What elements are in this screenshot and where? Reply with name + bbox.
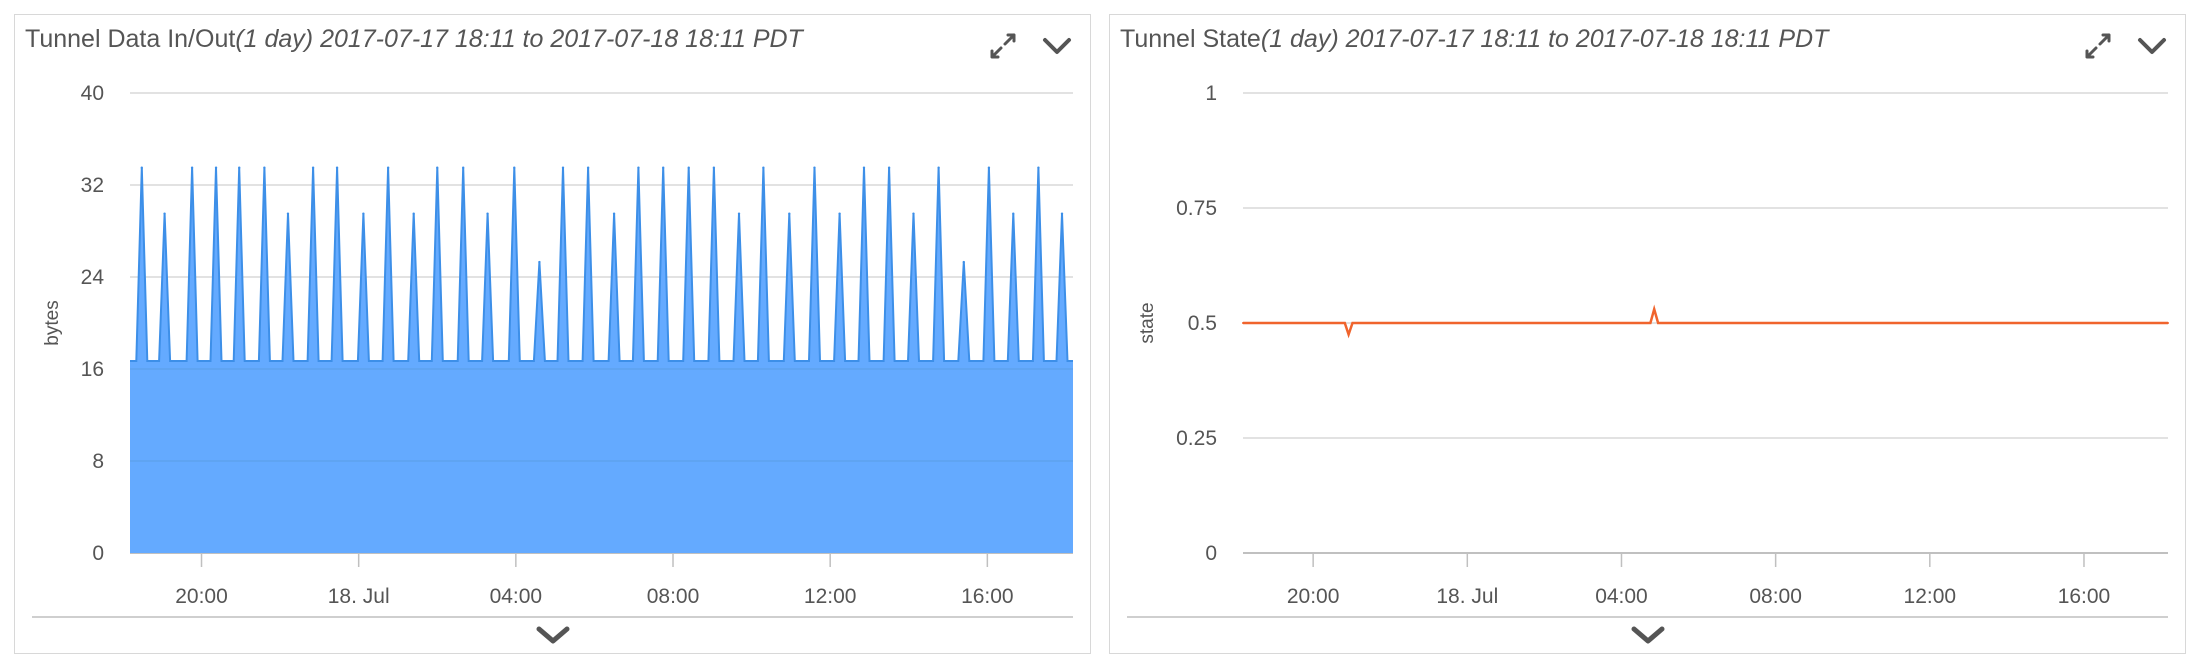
- expand-icon[interactable]: [2081, 29, 2115, 63]
- x-tick-label: 08:00: [1749, 585, 1802, 608]
- data-point: [486, 212, 489, 215]
- data-point: [962, 260, 965, 264]
- data-point: [813, 166, 816, 169]
- line-series: [1243, 304, 2168, 339]
- data-point: [887, 166, 891, 169]
- y-tick-label: 0: [92, 542, 104, 565]
- x-tick-label: 04:00: [490, 585, 543, 608]
- data-point: [1060, 212, 1064, 215]
- chart-panel-tunnel-state: Tunnel State(1 day) 2017-07-17 18:11 to …: [1109, 14, 2186, 654]
- data-point: [238, 166, 241, 169]
- expand-chevron-icon[interactable]: [536, 626, 570, 646]
- data-point: [987, 166, 991, 169]
- y-tick-label: 8: [92, 450, 104, 473]
- data-point: [263, 166, 266, 169]
- y-axis-label: bytes: [42, 300, 63, 345]
- data-point: [586, 166, 590, 169]
- y-tick-label: 0.75: [1176, 197, 1217, 220]
- data-point: [311, 166, 315, 169]
- y-tick-label: 0.25: [1176, 427, 1217, 450]
- data-point: [461, 166, 465, 169]
- data-point: [687, 166, 690, 169]
- x-tick-label: 16:00: [2058, 585, 2111, 608]
- x-tick-label: 08:00: [647, 585, 700, 608]
- panel-title: Tunnel Data In/Out(1 day) 2017-07-17 18:…: [25, 25, 803, 53]
- chart-panel-tunnel-data: Tunnel Data In/Out(1 day) 2017-07-17 18:…: [14, 14, 1091, 654]
- data-point: [1343, 322, 1346, 324]
- y-tick-label: 0: [1205, 542, 1217, 565]
- y-tick-label: 32: [81, 174, 104, 197]
- data-point: [712, 166, 716, 169]
- x-tick-label: 20:00: [175, 585, 228, 608]
- x-tick-label: 20:00: [1287, 585, 1340, 608]
- y-tick-label: 24: [81, 266, 105, 289]
- footer-divider: [32, 616, 1073, 618]
- data-point: [163, 212, 166, 215]
- x-tick-label: 12:00: [804, 585, 857, 608]
- data-point: [140, 166, 143, 169]
- x-tick-label: 04:00: [1595, 585, 1648, 608]
- x-tick-label: 16:00: [961, 585, 1014, 608]
- x-tick-label: 12:00: [1904, 585, 1957, 608]
- x-tick-label: 18. Jul: [328, 585, 390, 608]
- data-point: [612, 212, 616, 215]
- data-point: [862, 166, 866, 169]
- data-point: [1037, 166, 1040, 169]
- expand-icon[interactable]: [986, 29, 1020, 63]
- data-point: [412, 212, 415, 215]
- data-point: [1657, 322, 1660, 324]
- area-series: [130, 167, 1073, 554]
- data-point: [937, 166, 940, 169]
- data-point: [1351, 322, 1354, 324]
- data-point: [661, 166, 665, 169]
- data-point: [762, 166, 765, 169]
- data-point: [1649, 322, 1652, 324]
- y-axis-label: state: [1137, 302, 1158, 343]
- data-point: [2167, 322, 2169, 324]
- data-point: [1242, 322, 1244, 324]
- y-tick-label: 40: [81, 82, 104, 105]
- data-point: [1012, 212, 1015, 215]
- data-point: [1653, 308, 1656, 311]
- y-tick-label: 0.5: [1188, 312, 1217, 335]
- data-point: [737, 212, 741, 215]
- data-point: [386, 166, 390, 169]
- chevron-down-icon[interactable]: [1040, 29, 1074, 63]
- data-point: [513, 166, 516, 169]
- footer-divider: [1127, 616, 2168, 618]
- data-point: [637, 166, 640, 169]
- expand-chevron-icon[interactable]: [1631, 626, 1665, 646]
- x-tick-label: 18. Jul: [1436, 585, 1498, 608]
- data-point: [561, 166, 565, 169]
- data-point: [214, 166, 218, 169]
- data-point: [788, 212, 791, 215]
- data-point: [838, 212, 841, 215]
- data-point: [912, 212, 915, 215]
- data-point: [1347, 333, 1350, 336]
- data-point: [538, 260, 541, 264]
- chevron-down-icon[interactable]: [2135, 29, 2169, 63]
- chart-area: 0 0.25 0.5 0.75 1 20:00 18. Jul 04:00 08:00 12:00…: [1137, 82, 2169, 608]
- data-point: [190, 166, 194, 169]
- data-point: [286, 212, 290, 215]
- y-tick-label: 16: [81, 358, 104, 381]
- y-tick-label: 1: [1205, 82, 1217, 105]
- data-point: [362, 212, 365, 215]
- data-point: [436, 166, 439, 169]
- chart-area: 0 8 16 24 32 40 20:00 18. Jul 04:00 08:00 12:00 16:…: [42, 82, 1073, 608]
- data-point: [335, 166, 339, 169]
- panel-title: Tunnel State(1 day) 2017-07-17 18:11 to …: [1120, 25, 1829, 53]
- area-series-line: [130, 167, 1073, 362]
